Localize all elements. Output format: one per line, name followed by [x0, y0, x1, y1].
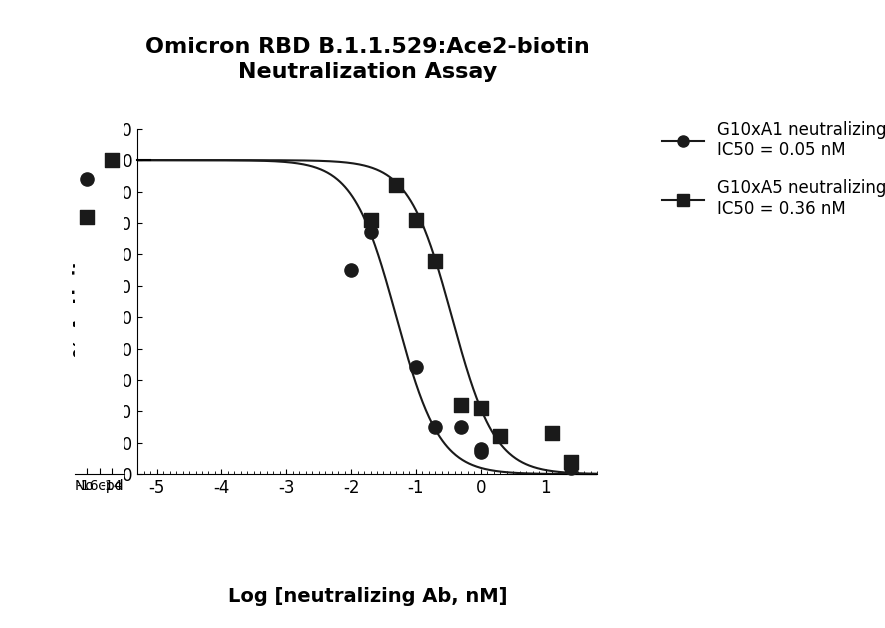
Point [81, 212, 95, 222]
Point [473, 403, 488, 413]
Point [454, 422, 468, 432]
Point [364, 215, 378, 225]
Point [104, 155, 119, 165]
Point [565, 457, 579, 467]
Point [364, 227, 378, 237]
Point [409, 362, 423, 372]
Point [428, 422, 442, 432]
Legend: G10xA1 neutralizing Ab
IC50 = 0.05 nM, G10xA5 neutralizing Ab
IC50 = 0.36 nM: G10xA1 neutralizing Ab IC50 = 0.05 nM, G… [656, 114, 885, 225]
Point [473, 444, 488, 454]
Point [81, 174, 95, 184]
Text: Omicron RBD B.1.1.529:Ace2-biotin
Neutralization Assay: Omicron RBD B.1.1.529:Ace2-biotin Neutra… [145, 37, 589, 82]
Point [493, 431, 507, 441]
Y-axis label: % Activity: % Activity [73, 246, 92, 357]
Point [389, 180, 404, 190]
Point [473, 447, 488, 457]
Point [409, 215, 423, 225]
Point [545, 428, 559, 438]
Point [344, 265, 358, 275]
Point [428, 256, 442, 266]
Point [454, 400, 468, 410]
Point [565, 463, 579, 473]
Point [104, 155, 119, 165]
Text: Log [neutralizing Ab, nM]: Log [neutralizing Ab, nM] [227, 587, 507, 606]
